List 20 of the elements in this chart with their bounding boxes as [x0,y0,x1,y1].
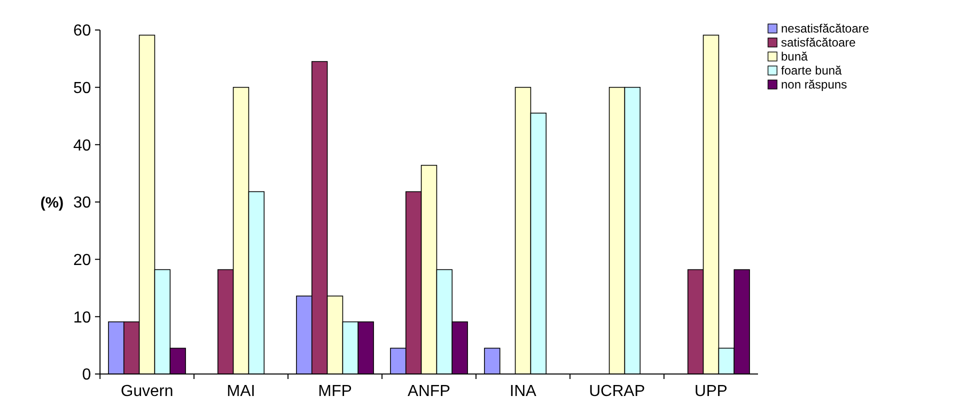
x-tick-label: INA [510,383,537,400]
legend-label: non răspuns [781,78,848,92]
x-tick-label: MFP [318,383,352,400]
y-tick-label: 30 [73,194,92,212]
y-tick-label: 0 [82,366,92,384]
legend-label: foarte bună [781,64,842,78]
x-tick-label: UPP [694,383,728,400]
legend-label: nesatisfăcătoare [781,22,870,36]
y-tick-label: 20 [73,252,92,269]
legend-label: bună [781,50,808,64]
legend-label: satisfăcătoare [781,36,856,50]
x-tick-label: ANFP [408,383,450,400]
x-tick-label: UCRAP [588,383,646,400]
y-tick-label: 50 [73,80,92,97]
x-tick-label: MAI [226,383,256,400]
y-tick-label: 10 [73,309,92,326]
y-axis-title: (%) [40,194,64,212]
y-tick-label: 40 [73,137,92,154]
x-tick-label: Guvern [120,383,174,400]
y-tick-label: 60 [73,22,92,40]
